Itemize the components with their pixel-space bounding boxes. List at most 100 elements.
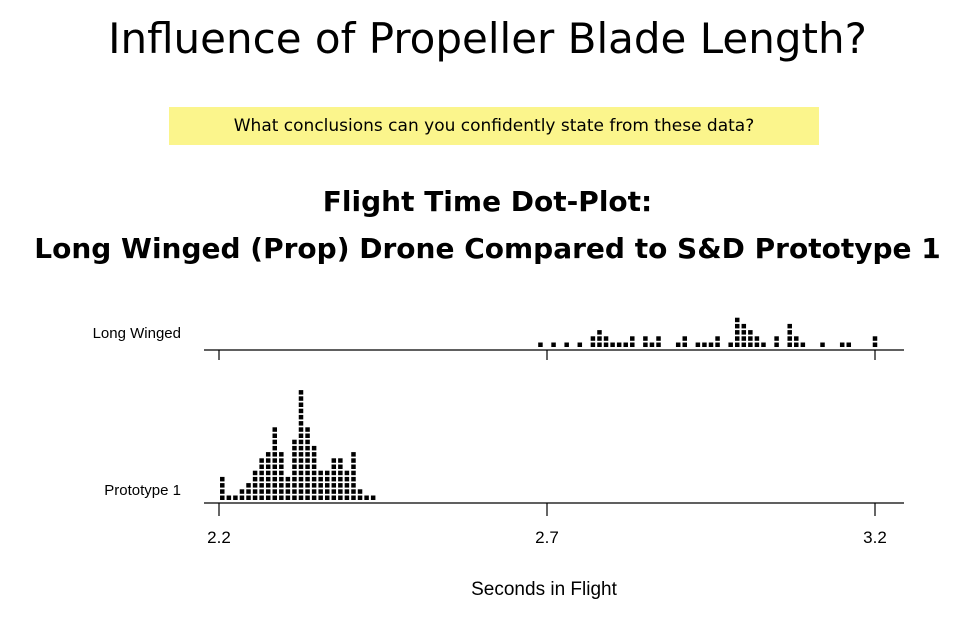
category-label: Long Winged xyxy=(93,325,181,342)
dot-point xyxy=(305,427,310,432)
dot-point xyxy=(252,489,258,494)
dot-point xyxy=(292,495,297,500)
x-tick-label: 3.2 xyxy=(863,528,887,547)
dot-point xyxy=(311,458,317,463)
dot-point xyxy=(364,495,369,500)
dot-point xyxy=(800,342,806,347)
dot-point xyxy=(344,476,350,482)
dot-point xyxy=(787,323,792,329)
dot-point xyxy=(220,476,225,482)
dot-point xyxy=(265,489,271,494)
chart-title-line-2: Long Winged (Prop) Drone Compared to S&D… xyxy=(34,232,941,265)
dot-point xyxy=(754,342,760,347)
dot-point xyxy=(298,439,304,445)
dot-point xyxy=(305,458,310,463)
dot-point xyxy=(338,483,343,488)
dot-point xyxy=(357,495,363,500)
dot-point xyxy=(292,489,297,494)
dot-point xyxy=(774,336,779,341)
dot-point xyxy=(252,476,258,482)
dot-point xyxy=(311,445,317,451)
dot-point xyxy=(305,495,310,500)
dot-point xyxy=(311,464,317,469)
dot-point xyxy=(318,489,323,494)
dot-point xyxy=(279,452,284,457)
dot-point xyxy=(872,342,878,347)
dot-point xyxy=(872,336,878,341)
dot-point xyxy=(741,336,747,341)
dot-point xyxy=(787,336,792,341)
dot-point xyxy=(344,470,350,476)
dot-point xyxy=(331,489,337,494)
dot-point xyxy=(351,452,356,457)
dot-point xyxy=(265,476,271,482)
dot-point xyxy=(298,452,304,457)
dot-point xyxy=(246,495,251,500)
dot-point xyxy=(577,342,583,347)
dot-point xyxy=(298,421,304,426)
dot-point xyxy=(252,470,258,476)
dot-point xyxy=(774,342,779,347)
dot-point xyxy=(603,342,609,347)
dot-point xyxy=(761,342,766,347)
dot-point xyxy=(643,342,648,347)
dot-point xyxy=(265,464,271,469)
x-tick-label: 2.2 xyxy=(207,528,231,547)
dot-point xyxy=(285,495,291,500)
dot-point xyxy=(298,445,304,451)
dot-point xyxy=(610,342,615,347)
dot-point xyxy=(748,330,753,335)
dot-point xyxy=(305,464,310,469)
dot-point xyxy=(272,427,278,432)
dot-point xyxy=(279,495,284,500)
dot-point xyxy=(265,495,271,500)
dot-point xyxy=(597,342,602,347)
dot-point xyxy=(741,330,747,335)
dot-point xyxy=(787,330,792,335)
dot-point xyxy=(590,336,596,341)
dot-point xyxy=(246,483,251,488)
dot-point xyxy=(564,342,569,347)
dot-point xyxy=(272,470,278,476)
dot-point xyxy=(265,458,271,463)
x-axis-label: Seconds in Flight xyxy=(471,579,617,600)
dot-point xyxy=(272,476,278,482)
dot-point xyxy=(272,439,278,445)
dot-point xyxy=(351,489,356,494)
dot-point xyxy=(298,396,304,401)
dot-point xyxy=(351,483,356,488)
dot-point xyxy=(682,336,688,341)
dot-point xyxy=(324,470,330,476)
dot-point xyxy=(272,458,278,463)
dot-point xyxy=(285,489,291,494)
dot-point xyxy=(351,495,356,500)
dot-point xyxy=(272,445,278,451)
dot-point xyxy=(331,464,337,469)
dot-point xyxy=(344,483,350,488)
dot-point xyxy=(279,458,284,463)
dot-point xyxy=(331,470,337,476)
dot-point xyxy=(220,483,225,488)
dot-point xyxy=(318,470,323,476)
dot-point xyxy=(305,483,310,488)
dot-point xyxy=(748,336,753,341)
dot-point xyxy=(344,495,350,500)
dot-point xyxy=(318,476,323,482)
dot-point xyxy=(734,323,740,329)
dot-point xyxy=(702,342,707,347)
dot-point xyxy=(305,470,310,476)
dot-point xyxy=(292,464,297,469)
slide-title: Influence of Propeller Blade Length? xyxy=(108,14,867,63)
dot-point xyxy=(338,458,343,463)
dot-point xyxy=(630,342,635,347)
dot-point xyxy=(318,483,323,488)
dot-point xyxy=(305,476,310,482)
dot-point xyxy=(233,495,238,500)
dot-point xyxy=(597,336,602,341)
dot-point xyxy=(318,495,323,500)
category-label: Prototype 1 xyxy=(104,482,181,499)
dot-point xyxy=(311,470,317,476)
dot-point xyxy=(272,489,278,494)
dot-point xyxy=(351,464,356,469)
